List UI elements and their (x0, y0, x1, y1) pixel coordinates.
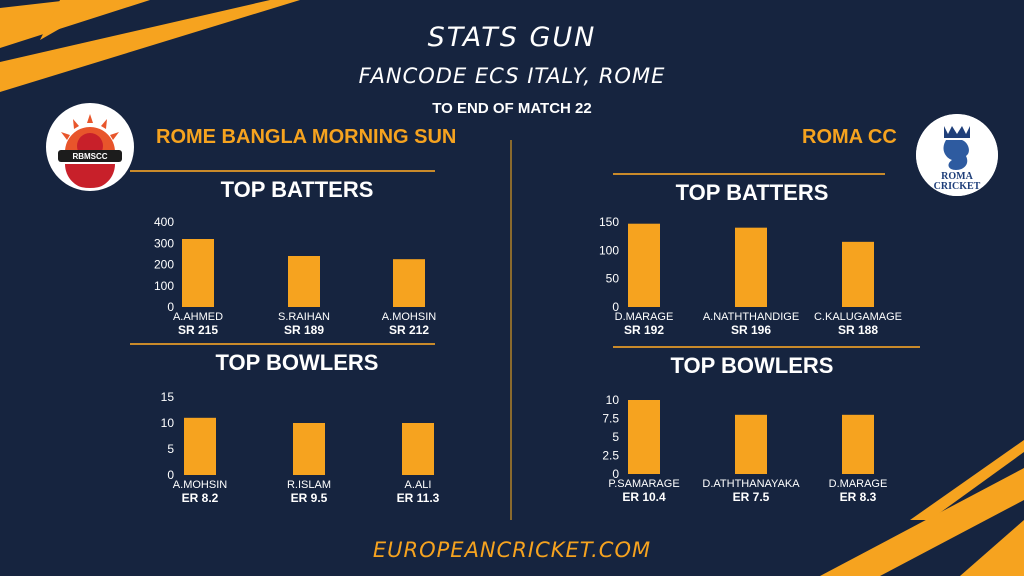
strike-rate-label: SR 212 (389, 323, 429, 337)
strike-rate-label: SR 192 (624, 323, 664, 337)
y-tick-label: 150 (599, 215, 619, 229)
streak-bottom-right-2 (960, 520, 1024, 576)
category-label: R.ISLAM (287, 479, 331, 491)
y-tick-label: 200 (154, 258, 174, 272)
divider-right-top (613, 173, 885, 175)
strike-rate-label: SR 215 (178, 323, 218, 337)
category-label: D.MARAGE (615, 311, 674, 323)
y-tick-label: 0 (612, 300, 619, 314)
y-tick-label: 400 (154, 215, 174, 229)
y-tick-label: 5 (612, 430, 619, 444)
category-label: A.MOHSIN (382, 311, 436, 323)
y-tick-label: 10 (161, 416, 175, 430)
right-batters-title: TOP BATTERS (675, 180, 829, 205)
strike-rate-label: ER 7.5 (733, 490, 770, 504)
y-tick-label: 15 (161, 390, 175, 404)
bar (293, 423, 325, 475)
y-tick-label: 300 (154, 236, 174, 250)
right-bowlers-title: TOP BOWLERS (670, 353, 834, 378)
y-tick-label: 0 (612, 467, 619, 481)
streak-bottom-right-3 (910, 440, 1024, 520)
y-tick-label: 0 (167, 468, 174, 482)
y-tick-label: 5 (167, 442, 174, 456)
bar (842, 241, 874, 307)
bar (288, 256, 320, 307)
y-tick-label: 50 (606, 272, 620, 286)
left-batters-title: TOP BATTERS (220, 177, 374, 202)
team-name-left: ROME BANGLA MORNING SUN (156, 126, 457, 148)
category-label: S.RAIHAN (278, 311, 330, 323)
footer-website: EUROPEANCRICKET.COM (372, 538, 652, 562)
roma-cricket-logo-graphic: ROMA CRICKET (916, 114, 998, 196)
bar (628, 223, 660, 307)
category-label: A.ALI (405, 479, 432, 491)
y-tick-label: 0 (167, 300, 174, 314)
streak-top-left-3 (40, 0, 110, 40)
strike-rate-label: ER 11.3 (397, 491, 440, 505)
category-label: A.AHMED (173, 311, 223, 323)
page-note: TO END OF MATCH 22 (432, 100, 592, 117)
category-label: A.MOHSIN (173, 479, 227, 491)
left-bowlers-title: TOP BOWLERS (215, 350, 379, 375)
strike-rate-label: ER 8.3 (840, 490, 877, 504)
bar (184, 417, 216, 475)
category-label: D.MARAGE (829, 478, 888, 490)
y-tick-label: 2.5 (602, 449, 619, 463)
page-title: STATS GUN (427, 22, 597, 53)
strike-rate-label: ER 9.5 (291, 491, 328, 505)
y-tick-label: 100 (599, 243, 619, 257)
rbmscc-logo-graphic: RBMSCC (50, 107, 130, 188)
category-label: A.NATHTHANDIGE (703, 311, 799, 323)
page-subtitle: FANCODE ECS ITALY, ROME (358, 64, 666, 88)
bar (735, 227, 767, 307)
strike-rate-label: ER 10.4 (622, 490, 666, 504)
divider-left-top (130, 170, 435, 172)
category-label: C.KALUGAMAGE (814, 311, 902, 323)
team-name-right: ROMA CC (802, 126, 897, 148)
streak-top-left-2 (0, 0, 300, 92)
bar (735, 414, 767, 474)
bar (402, 423, 434, 475)
divider-left-middle (130, 343, 435, 345)
streak-top-left-1 (0, 0, 150, 48)
rbmscc-logo-text: RBMSCC (72, 152, 107, 161)
divider-right-middle (613, 346, 920, 348)
bar (393, 259, 425, 307)
category-label: D.ATHTHANAYAKA (702, 478, 800, 490)
bar (628, 400, 660, 474)
strike-rate-label: SR 189 (284, 323, 324, 337)
roma-cricket-logo: ROMA CRICKET (916, 114, 998, 196)
strike-rate-label: SR 196 (731, 323, 771, 337)
category-label: P.SAMARAGE (608, 478, 679, 490)
roma-logo-text-1: ROMA (941, 171, 973, 182)
center-divider (510, 140, 512, 520)
bar (842, 414, 874, 474)
streak-bottom-right-1 (820, 468, 1024, 576)
rbmscc-logo: RBMSCC (46, 103, 134, 191)
y-tick-label: 10 (606, 393, 620, 407)
strike-rate-label: SR 188 (838, 323, 878, 337)
roma-logo-text-2: CRICKET (934, 181, 981, 192)
y-tick-label: 7.5 (602, 412, 619, 426)
y-tick-label: 100 (154, 279, 174, 293)
strike-rate-label: ER 8.2 (182, 491, 219, 505)
bar (182, 239, 214, 307)
